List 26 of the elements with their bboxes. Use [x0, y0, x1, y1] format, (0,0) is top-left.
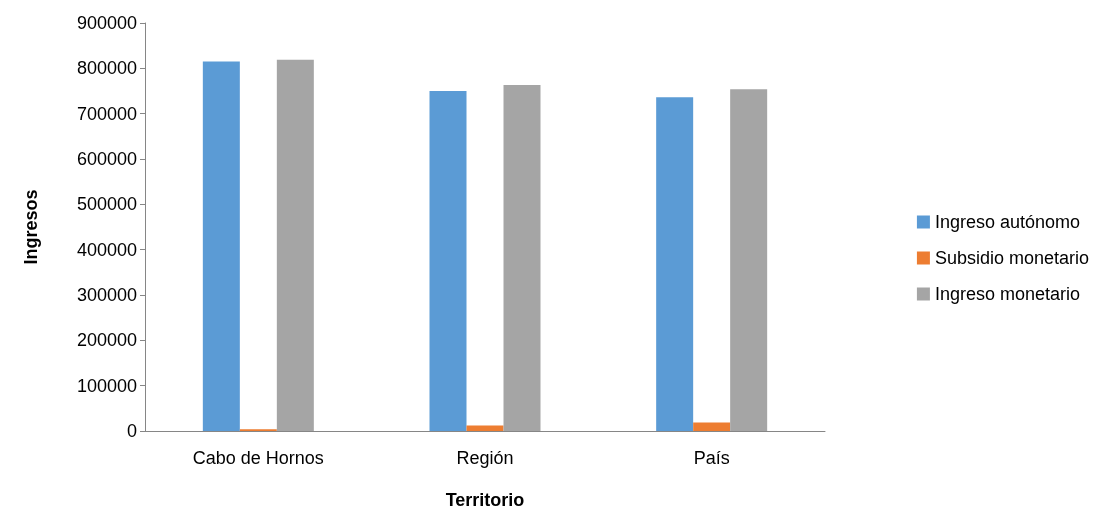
x-tick-label: País	[693, 448, 730, 468]
x-axis-title: Territorio	[445, 490, 525, 510]
y-tick-label: 900000	[76, 13, 137, 33]
legend-label: Ingreso monetario	[934, 284, 1080, 304]
y-tick-label: 500000	[76, 194, 137, 215]
y-tick-label: 700000	[76, 103, 137, 124]
bar	[202, 61, 240, 431]
bar	[730, 89, 768, 431]
y-tick-label: 200000	[76, 330, 137, 351]
bar	[503, 85, 541, 431]
bar	[693, 422, 731, 431]
bar	[429, 91, 467, 431]
bar	[656, 97, 694, 431]
legend-label: Ingreso autónomo	[934, 212, 1081, 232]
bar	[466, 425, 504, 431]
y-tick-label: 600000	[76, 149, 137, 169]
y-axis-title: Ingresos	[21, 189, 41, 265]
legend-label: Subsidio monetario	[934, 248, 1089, 268]
x-tick-label: Cabo de Hornos	[192, 448, 324, 468]
y-tick-label: 0	[126, 421, 137, 441]
y-tick-label: 800000	[76, 58, 137, 79]
x-tick-label: Región	[456, 448, 514, 468]
y-tick-label: 100000	[76, 375, 137, 396]
y-tick-label: 300000	[76, 285, 137, 305]
y-tick-label: 400000	[76, 239, 137, 260]
bar	[276, 59, 314, 431]
